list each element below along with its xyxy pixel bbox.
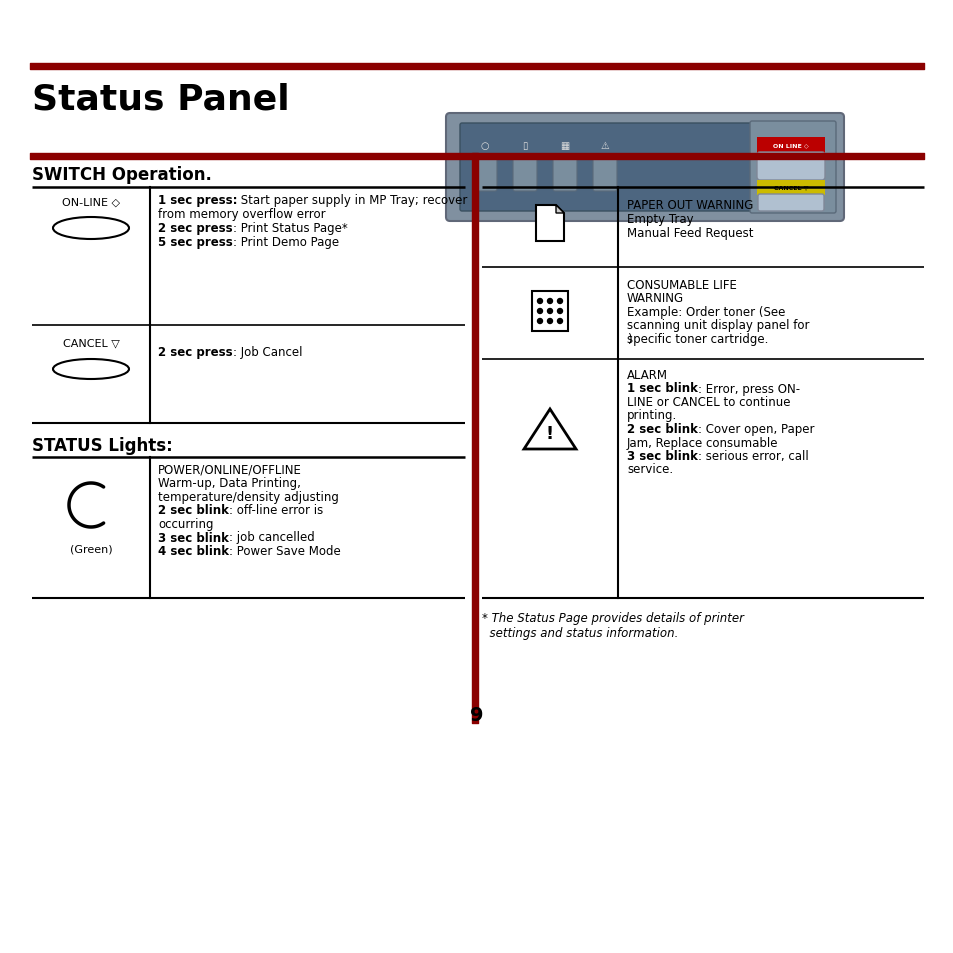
Text: LINE or CANCEL to continue: LINE or CANCEL to continue: [626, 395, 790, 409]
Text: 4 sec blink: 4 sec blink: [158, 544, 229, 558]
Circle shape: [537, 309, 542, 314]
Circle shape: [557, 299, 562, 304]
Text: PAPER OUT WARNING: PAPER OUT WARNING: [626, 199, 753, 212]
Text: from memory overflow error: from memory overflow error: [158, 208, 325, 221]
Text: 1 sec blink: 1 sec blink: [626, 382, 698, 395]
Circle shape: [547, 319, 552, 324]
Text: 9: 9: [470, 706, 483, 724]
Text: CONSUMABLE LIFE: CONSUMABLE LIFE: [626, 278, 736, 292]
Text: 2 sec press: 2 sec press: [158, 222, 233, 234]
Text: 1 sec press:: 1 sec press:: [158, 193, 237, 207]
Text: specific toner cartridge.: specific toner cartridge.: [626, 333, 767, 346]
Text: (Green): (Green): [70, 543, 112, 554]
Polygon shape: [523, 410, 576, 450]
Polygon shape: [536, 206, 563, 242]
Polygon shape: [556, 206, 563, 213]
Text: Empty Tray: Empty Tray: [626, 213, 693, 226]
Text: : off-line error is: : off-line error is: [229, 504, 323, 517]
Circle shape: [547, 299, 552, 304]
Text: 5 sec press: 5 sec press: [158, 235, 233, 249]
Text: 3 sec blink: 3 sec blink: [158, 531, 229, 544]
Text: : job cancelled: : job cancelled: [229, 531, 314, 544]
Text: Example: Order toner (See: Example: Order toner (See: [626, 306, 784, 318]
Text: 2 sec blink: 2 sec blink: [626, 422, 698, 436]
FancyBboxPatch shape: [446, 113, 843, 222]
Text: ▦: ▦: [559, 141, 569, 151]
Text: ▯: ▯: [521, 141, 527, 151]
Text: : Job Cancel: : Job Cancel: [233, 346, 302, 358]
Text: printing.: printing.: [626, 409, 677, 422]
FancyBboxPatch shape: [757, 152, 824, 181]
Text: WARNING: WARNING: [626, 293, 683, 305]
Text: : Error, press ON-: : Error, press ON-: [698, 382, 800, 395]
Bar: [757, 138, 824, 153]
Text: Start paper supply in MP Tray; recover: Start paper supply in MP Tray; recover: [237, 193, 467, 207]
Text: Status Panel: Status Panel: [32, 82, 290, 116]
Circle shape: [537, 319, 542, 324]
Text: ⚠: ⚠: [600, 141, 609, 151]
FancyBboxPatch shape: [593, 158, 617, 192]
Text: temperature/density adjusting: temperature/density adjusting: [158, 491, 338, 503]
Text: Warm-up, Data Printing,: Warm-up, Data Printing,: [158, 477, 300, 490]
Text: 2 sec press: 2 sec press: [158, 346, 233, 358]
Text: scanning unit display panel for: scanning unit display panel for: [626, 319, 809, 333]
Text: service.: service.: [626, 463, 673, 476]
Text: !: !: [545, 424, 554, 442]
Circle shape: [547, 309, 552, 314]
Text: * The Status Page provides details of printer
  settings and status information.: * The Status Page provides details of pr…: [481, 612, 743, 639]
Text: 3 sec blink: 3 sec blink: [626, 450, 698, 462]
FancyBboxPatch shape: [473, 158, 497, 192]
FancyBboxPatch shape: [459, 124, 753, 212]
Text: ○: ○: [480, 141, 489, 151]
Text: : Power Save Mode: : Power Save Mode: [229, 544, 340, 558]
Text: ON LINE ◇: ON LINE ◇: [772, 143, 808, 149]
Text: Jam, Replace consumable: Jam, Replace consumable: [626, 436, 778, 449]
Text: CANCEL ▽: CANCEL ▽: [773, 185, 807, 191]
Text: : serious error, call: : serious error, call: [698, 450, 808, 462]
Bar: [757, 181, 824, 195]
Text: STATUS Lights:: STATUS Lights:: [32, 436, 172, 455]
Text: ): ): [626, 333, 631, 346]
Text: occurring: occurring: [158, 517, 213, 531]
Text: Manual Feed Request: Manual Feed Request: [626, 227, 753, 240]
FancyBboxPatch shape: [532, 292, 567, 332]
Text: SWITCH Operation.: SWITCH Operation.: [32, 166, 212, 184]
Circle shape: [557, 309, 562, 314]
Text: CANCEL ▽: CANCEL ▽: [63, 337, 119, 348]
Text: : Print Status Page*: : Print Status Page*: [233, 222, 347, 234]
Text: POWER/ONLINE/OFFLINE: POWER/ONLINE/OFFLINE: [158, 463, 301, 476]
Circle shape: [537, 299, 542, 304]
FancyBboxPatch shape: [749, 122, 835, 213]
FancyBboxPatch shape: [513, 158, 537, 192]
Text: : Cover open, Paper: : Cover open, Paper: [698, 422, 814, 436]
Circle shape: [557, 319, 562, 324]
Text: ON-LINE ◇: ON-LINE ◇: [62, 198, 120, 208]
Text: 2 sec blink: 2 sec blink: [158, 504, 229, 517]
Text: : Print Demo Page: : Print Demo Page: [233, 235, 338, 249]
Text: ALARM: ALARM: [626, 369, 667, 381]
FancyBboxPatch shape: [758, 194, 823, 212]
FancyBboxPatch shape: [553, 158, 577, 192]
